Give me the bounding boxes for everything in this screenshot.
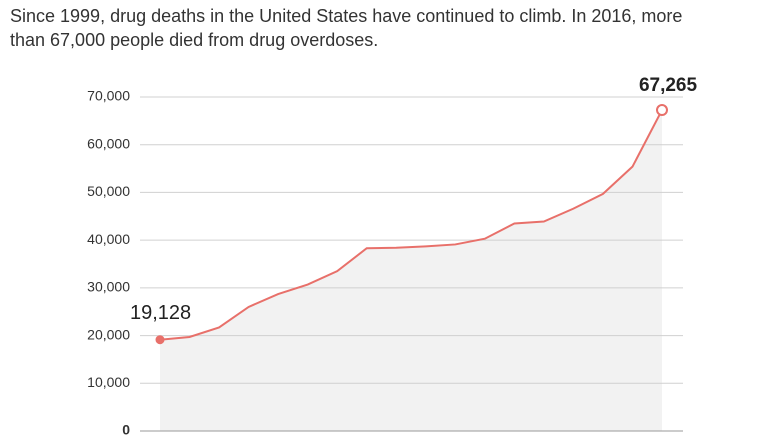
y-tick-label: 20,000 [87, 326, 130, 342]
point [155, 335, 165, 345]
point [656, 104, 668, 117]
y-tick-label: 0 [122, 422, 130, 437]
chart-title: Since 1999, drug deaths in the United St… [10, 6, 683, 50]
y-tick-label: 50,000 [87, 183, 130, 199]
y-tick-label: 30,000 [87, 279, 130, 295]
value-label: 67,265 [639, 75, 698, 96]
value-label: 19,128 [130, 302, 191, 324]
line [159, 109, 663, 341]
area [160, 110, 662, 431]
y-tick-label: 10,000 [87, 374, 130, 390]
y-tick-label: 60,000 [87, 135, 130, 151]
y-tick-label: 40,000 [87, 231, 130, 247]
y-tick-label: 70,000 [87, 88, 130, 104]
